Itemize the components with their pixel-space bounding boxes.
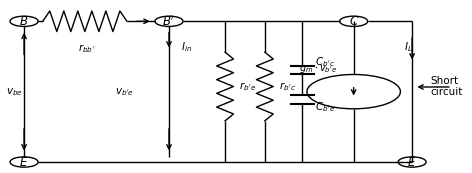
- Text: $v_{b'e}$: $v_{b'e}$: [115, 86, 134, 98]
- Text: Short
circuit: Short circuit: [431, 76, 463, 97]
- Text: $C_{b'c}$: $C_{b'c}$: [315, 56, 335, 69]
- Text: $B'$: $B'$: [162, 14, 176, 29]
- Text: $I_{in}$: $I_{in}$: [181, 40, 192, 54]
- Text: $r_{b'e}$: $r_{b'e}$: [239, 80, 256, 93]
- Text: $C_{b'e}$: $C_{b'e}$: [315, 100, 335, 114]
- Text: $I_L$: $I_L$: [404, 40, 413, 54]
- Text: $C$: $C$: [348, 15, 359, 28]
- Text: $B$: $B$: [19, 15, 29, 28]
- Text: $v_{be}$: $v_{be}$: [6, 86, 23, 98]
- Text: $r_{bb'}$: $r_{bb'}$: [78, 42, 96, 55]
- Text: $E$: $E$: [407, 156, 417, 169]
- Text: $E$: $E$: [19, 156, 29, 169]
- Text: $r_{b'c}$: $r_{b'c}$: [279, 80, 296, 93]
- Text: $g_m \cdot v_{b'e}$: $g_m \cdot v_{b'e}$: [299, 63, 337, 75]
